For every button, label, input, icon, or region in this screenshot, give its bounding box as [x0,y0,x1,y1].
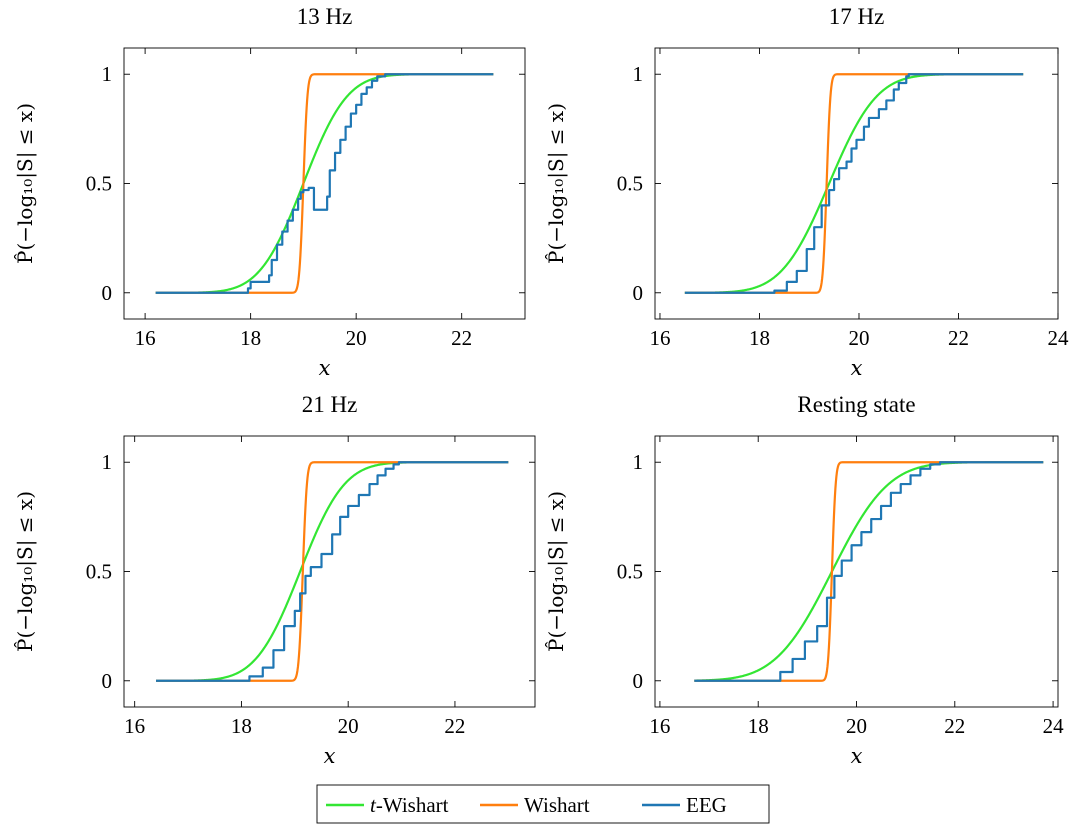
y-tick-label: 0 [633,669,644,693]
axes-frame [654,435,1059,708]
plot-area [155,461,509,682]
x-axis-label: x [851,356,863,380]
y-tick-label: 0.5 [86,172,112,196]
axes-frame [123,47,526,320]
series-line-t_wishart [155,73,494,294]
x-tick-label: 24 [1043,714,1065,738]
series-line-t_wishart [684,73,1024,294]
axes-frame [123,435,536,708]
x-axis-label: x [319,356,331,380]
series-line-eeg [155,73,494,294]
series-line-wishart [155,73,494,294]
axes-frame [654,47,1059,320]
y-tick-label: 1 [633,450,644,474]
chart-title: 17 Hz [829,4,885,29]
plot-area [693,461,1044,682]
legend-label: Wishart [524,793,590,817]
x-tick-label: 24 [1048,326,1070,350]
series-line-wishart [693,461,1044,682]
x-tick-label: 16 [135,326,156,350]
y-axis-label: P̂(−log₁₀|S| ≤ x) [13,491,38,652]
chart-panel-1: 13 Hz 16 18 20 22 0 0.5 1 x P̂(−log₁₀|S| ≤ x) [13,4,526,380]
x-tick-label: 22 [944,714,965,738]
legend: t-Wishart Wishart EEG [316,784,770,824]
x-tick-label: 18 [240,326,261,350]
x-axis-label: x [324,744,336,768]
legend-label-text: -Wishart [376,793,449,817]
y-axis-label: P̂(−log₁₀|S| ≤ x) [544,491,569,652]
legend-box [316,784,770,824]
series-line-t_wishart [693,461,1044,682]
x-tick-label: 18 [748,714,769,738]
x-tick-label: 16 [649,326,670,350]
x-tick-label: 22 [444,714,465,738]
series-line-eeg [684,73,1024,294]
x-tick-label: 18 [231,714,252,738]
y-tick-label: 0.5 [617,172,643,196]
legend-label-text: Wishart [524,793,590,817]
y-tick-label: 1 [633,62,644,86]
x-tick-label: 20 [338,714,359,738]
y-tick-label: 1 [102,62,113,86]
x-tick-label: 22 [948,326,969,350]
y-tick-label: 0.5 [617,560,643,584]
chart-panel-3: 21 Hz 16 18 20 22 0 0.5 1 x P̂(−log₁₀|S| ≤ x) [13,392,536,768]
x-tick-label: 20 [346,326,367,350]
series-line-wishart [155,461,509,682]
plot-area [155,73,494,294]
series-line-eeg [694,461,1044,682]
x-tick-label: 22 [451,326,472,350]
y-tick-label: 0 [102,669,113,693]
legend-label: EEG [686,793,727,817]
legend-label-prefix: t [370,793,377,817]
x-tick-label: 20 [846,714,867,738]
x-tick-label: 20 [848,326,869,350]
series-line-wishart [684,73,1024,294]
legend-label-text: EEG [686,793,727,817]
chart-title: Resting state [797,392,915,417]
chart-title: 13 Hz [297,4,353,29]
x-tick-label: 18 [749,326,770,350]
y-axis-label: P̂(−log₁₀|S| ≤ x) [544,103,569,264]
y-axis-label: P̂(−log₁₀|S| ≤ x) [13,103,38,264]
x-tick-label: 16 [649,714,670,738]
x-axis-label: x [851,744,863,768]
chart-title: 21 Hz [302,392,358,417]
chart-panel-4: Resting state 16 18 20 22 24 0 0.5 1 x P̂(−log₁₀|S… [544,392,1064,768]
y-tick-label: 0 [102,281,113,305]
series-line-eeg [156,461,509,682]
chart-panel-2: 17 Hz 16 18 20 22 24 0 0.5 1 x P̂(−log₁₀|S| ≤ x) [544,4,1069,380]
y-tick-label: 1 [102,450,113,474]
x-tick-label: 16 [124,714,145,738]
y-tick-label: 0.5 [86,560,112,584]
series-line-t_wishart [155,461,509,682]
plot-area [684,73,1024,294]
y-tick-label: 0 [633,281,644,305]
legend-label: t-Wishart [370,793,449,817]
